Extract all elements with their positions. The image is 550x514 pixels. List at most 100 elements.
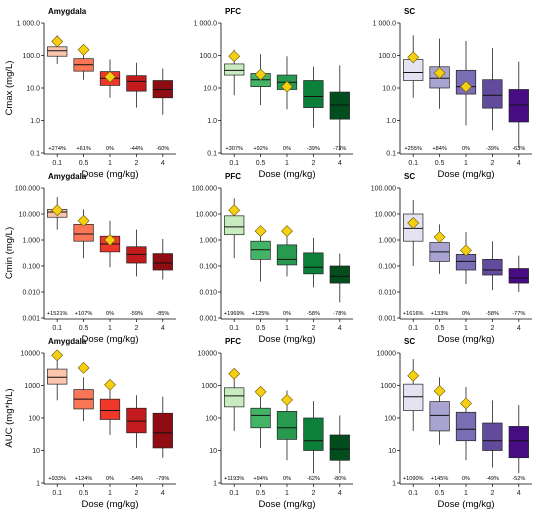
percent-label-pfc-cmin-mg-l-dose-4: -78% (333, 311, 346, 317)
y-tick-label-sc-cmin-mg-l: 100.000 (371, 185, 396, 192)
percent-label-amygdala-cmin-mg-l-dose-1: 0% (106, 311, 114, 317)
percent-label-pfc-cmin-mg-l-dose-0-5: +125% (252, 311, 270, 317)
y-tick-label-pfc-auc-mg-h-l: 10 (209, 448, 217, 455)
y-tick-label-amygdala-auc-mg-h-l: 1000 (24, 383, 40, 390)
x-tick-label-amygdala-cmin-mg-l-dose-0-5: 0.5 (79, 325, 89, 332)
y-tick-label-amygdala-cmin-mg-l: 0.001 (22, 315, 40, 322)
x-tick-label-sc-cmin-mg-l-dose-0-5: 0.5 (435, 325, 445, 332)
x-tick-label-amygdala-cmax-mg-l-dose-2: 2 (134, 160, 138, 167)
percent-label-sc-auc-mg-h-l-dose-0-1: +1090% (403, 476, 424, 482)
y-axis-label-cmin-mg-l: Cmin (mg/L) (4, 227, 15, 279)
percent-label-pfc-cmin-mg-l-dose-0-1: +1969% (224, 311, 245, 317)
percent-label-amygdala-cmax-mg-l-dose-1: 0% (106, 146, 114, 152)
percent-label-pfc-cmax-mg-l-dose-2: -39% (307, 146, 320, 152)
y-tick-label-amygdala-auc-mg-h-l: 1 (36, 480, 40, 487)
x-tick-label-sc-cmin-mg-l-dose-2: 2 (490, 325, 494, 332)
diamond-pfc-auc-mg-h-l-dose-0-1 (228, 367, 241, 380)
x-axis-label-amygdala-cmax-mg-l: Dose (mg/kg) (81, 169, 138, 180)
x-tick-label-pfc-auc-mg-h-l-dose-4: 4 (338, 490, 342, 497)
y-tick-label-pfc-cmax-mg-l: 10.0 (203, 85, 217, 92)
percent-label-pfc-cmax-mg-l-dose-0-1: +307% (225, 146, 243, 152)
x-tick-label-amygdala-cmax-mg-l-dose-4: 4 (161, 160, 165, 167)
percent-label-amygdala-auc-mg-h-l-dose-1: 0% (106, 476, 114, 482)
y-tick-label-sc-auc-mg-h-l: 10000 (377, 350, 397, 357)
diamond-amygdala-cmin-mg-l-dose-0-1 (51, 204, 64, 217)
panel-title-sc-auc-mg-h-l: SC (404, 337, 415, 346)
box-pfc-auc-mg-h-l-dose-0-1 (224, 387, 245, 408)
x-tick-label-sc-cmax-mg-l-dose-0-1: 0.1 (408, 160, 418, 167)
x-tick-label-sc-auc-mg-h-l-dose-0-5: 0.5 (435, 490, 445, 497)
percent-label-sc-cmax-mg-l-dose-4: -63% (512, 146, 525, 152)
x-tick-label-amygdala-cmin-mg-l-dose-1: 1 (108, 325, 112, 332)
diamond-pfc-cmax-mg-l-dose-0-1 (228, 50, 241, 63)
y-tick-label-amygdala-cmax-mg-l: 10.0 (26, 85, 40, 92)
x-tick-label-pfc-cmin-mg-l-dose-1: 1 (285, 325, 289, 332)
percent-label-amygdala-cmin-mg-l-dose-0-1: +1521% (47, 311, 68, 317)
x-axis-label-sc-cmax-mg-l: Dose (mg/kg) (437, 169, 494, 180)
x-tick-label-sc-auc-mg-h-l-dose-0-1: 0.1 (408, 490, 418, 497)
percent-label-sc-auc-mg-h-l-dose-2: -49% (486, 476, 499, 482)
x-tick-label-amygdala-auc-mg-h-l-dose-1: 1 (108, 490, 112, 497)
percent-label-sc-cmax-mg-l-dose-1: 0% (462, 146, 470, 152)
percent-label-sc-auc-mg-h-l-dose-4: -52% (512, 476, 525, 482)
percent-label-sc-cmax-mg-l-dose-0-1: +255% (404, 146, 422, 152)
x-tick-label-amygdala-auc-mg-h-l-dose-0-5: 0.5 (79, 490, 89, 497)
y-tick-label-sc-cmax-mg-l: 10.0 (382, 85, 396, 92)
y-tick-label-sc-cmax-mg-l: 1.0 (386, 118, 396, 125)
x-tick-label-pfc-cmax-mg-l-dose-0-5: 0.5 (256, 160, 266, 167)
box-pfc-cmin-mg-l-dose-2 (303, 252, 324, 275)
percent-label-sc-cmin-mg-l-dose-4: -77% (512, 311, 525, 317)
y-tick-label-pfc-auc-mg-h-l: 1000 (201, 383, 217, 390)
x-tick-label-amygdala-cmin-mg-l-dose-2: 2 (134, 325, 138, 332)
y-tick-label-amygdala-auc-mg-h-l: 10000 (21, 350, 41, 357)
x-tick-label-pfc-auc-mg-h-l-dose-2: 2 (311, 490, 315, 497)
diamond-amygdala-cmax-mg-l-dose-1 (104, 70, 116, 83)
y-tick-label-sc-cmax-mg-l: 1 000.0 (373, 20, 396, 27)
diamond-sc-cmin-mg-l-dose-0-5 (433, 231, 446, 243)
panel-title-amygdala-auc-mg-h-l: Amygdala (48, 337, 87, 346)
x-tick-label-amygdala-cmin-mg-l-dose-4: 4 (161, 325, 165, 332)
y-tick-label-pfc-auc-mg-h-l: 10000 (198, 350, 218, 357)
box-sc-cmin-mg-l-dose-2 (482, 259, 503, 276)
diamond-pfc-cmax-mg-l-dose-1 (281, 80, 293, 93)
x-tick-label-pfc-auc-mg-h-l-dose-0-1: 0.1 (229, 490, 239, 497)
box-pfc-cmax-mg-l-dose-2 (303, 80, 324, 108)
panel-title-amygdala-cmin-mg-l: Amygdala (48, 172, 87, 181)
box-amygdala-cmin-mg-l-dose-0-5 (73, 223, 94, 242)
x-tick-label-sc-cmax-mg-l-dose-1: 1 (464, 160, 468, 167)
y-tick-label-amygdala-cmax-mg-l: 1 000.0 (17, 20, 40, 27)
diamond-amygdala-cmax-mg-l-dose-0-5 (77, 43, 90, 56)
percent-label-sc-cmax-mg-l-dose-0-5: +84% (432, 146, 446, 152)
x-tick-label-amygdala-auc-mg-h-l-dose-0-1: 0.1 (52, 490, 62, 497)
y-tick-label-amygdala-auc-mg-h-l: 10 (32, 448, 40, 455)
diamond-pfc-cmin-mg-l-dose-0-5 (254, 225, 267, 238)
diamond-pfc-cmin-mg-l-dose-0-1 (228, 204, 241, 217)
diamond-pfc-cmax-mg-l-dose-0-5 (254, 68, 267, 81)
y-tick-label-amygdala-cmin-mg-l: 0.100 (22, 263, 40, 270)
y-tick-label-pfc-cmin-mg-l: 100.000 (192, 185, 217, 192)
diamond-sc-cmax-mg-l-dose-0-5 (433, 67, 446, 79)
percent-label-pfc-auc-mg-h-l-dose-0-5: +94% (253, 476, 267, 482)
y-tick-label-pfc-cmin-mg-l: 10.000 (196, 211, 218, 218)
x-axis-label-sc-auc-mg-h-l: Dose (mg/kg) (437, 499, 494, 510)
percent-label-pfc-auc-mg-h-l-dose-1: 0% (283, 476, 291, 482)
x-tick-label-pfc-auc-mg-h-l-dose-1: 1 (285, 490, 289, 497)
percent-label-pfc-cmin-mg-l-dose-1: 0% (283, 311, 291, 317)
percent-label-amygdala-cmax-mg-l-dose-0-1: +274% (48, 146, 66, 152)
panel-title-sc-cmin-mg-l: SC (404, 172, 415, 181)
y-tick-label-sc-cmin-mg-l: 10.000 (375, 211, 397, 218)
diamond-pfc-auc-mg-h-l-dose-1 (281, 393, 293, 406)
percent-label-pfc-cmax-mg-l-dose-4: -73% (333, 146, 346, 152)
x-tick-label-sc-cmin-mg-l-dose-1: 1 (464, 325, 468, 332)
diamond-sc-auc-mg-h-l-dose-1 (460, 397, 472, 410)
box-amygdala-auc-mg-h-l-dose-4 (152, 412, 173, 449)
y-tick-label-amygdala-cmin-mg-l: 10.000 (19, 211, 41, 218)
y-tick-label-amygdala-cmax-mg-l: 100.0 (22, 53, 40, 60)
y-tick-label-sc-cmin-mg-l: 0.100 (378, 263, 396, 270)
x-tick-label-pfc-cmax-mg-l-dose-2: 2 (311, 160, 315, 167)
panel-title-pfc-auc-mg-h-l: PFC (225, 337, 241, 346)
box-sc-cmax-mg-l-dose-2 (482, 79, 503, 109)
x-axis-label-pfc-auc-mg-h-l: Dose (mg/kg) (258, 499, 315, 510)
y-tick-label-pfc-cmin-mg-l: 0.100 (199, 263, 217, 270)
x-tick-label-pfc-cmin-mg-l-dose-2: 2 (311, 325, 315, 332)
